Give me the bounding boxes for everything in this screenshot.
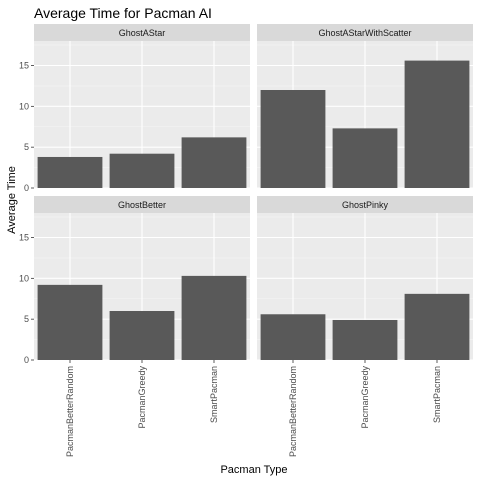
facet-strip-label: GhostAStarWithScatter	[318, 28, 411, 38]
facet-strip-label: GhostPinky	[342, 200, 389, 210]
bar	[260, 90, 326, 188]
facet-strip	[257, 24, 473, 41]
x-tick-label: SmartPacman	[209, 366, 219, 423]
y-tick-label: 10	[19, 273, 29, 283]
bar	[181, 275, 247, 360]
facet-strip	[34, 24, 250, 41]
x-tick-label: PacmanBetterRandom	[65, 366, 75, 457]
x-tick-label: PacmanGreedy	[137, 366, 147, 429]
facet-strip-label: GhostBetter	[118, 200, 166, 210]
bar	[109, 153, 175, 188]
facet-strip	[34, 196, 250, 213]
facet-panel: GhostAStar 0 5 10 15	[19, 24, 250, 193]
x-tick-label: SmartPacman	[432, 366, 442, 423]
y-tick-label: 0	[24, 355, 29, 365]
facet-strip	[257, 196, 473, 213]
y-tick-label: 15	[19, 233, 29, 243]
y-axis-label: Average Time	[6, 166, 18, 234]
y-tick-label: 10	[19, 101, 29, 111]
y-tick-label: 5	[24, 142, 29, 152]
bar	[37, 284, 103, 360]
facet-panel: GhostAStarWithScatter	[257, 24, 473, 189]
facet-panel: GhostBetter 0 5 10 15 PacmanBetterRandom Pacma…	[19, 196, 250, 457]
bar	[260, 314, 326, 360]
y-tick-label: 5	[24, 314, 29, 324]
facet-strip-label: GhostAStar	[119, 28, 166, 38]
bar	[37, 156, 103, 188]
bar	[404, 60, 470, 188]
x-tick-label: PacmanBetterRandom	[288, 366, 298, 457]
bar	[404, 293, 470, 360]
facet-panels: GhostAStar 0 5 10 15 GhostAStarWithScatter Gho…	[19, 24, 473, 457]
bar	[332, 319, 398, 360]
chart-title: Average Time for Pacman AI	[34, 5, 212, 21]
x-axis-label: Pacman Type	[220, 464, 287, 476]
bar	[181, 137, 247, 188]
bar	[332, 128, 398, 188]
bar	[109, 311, 175, 360]
facet-panel: GhostPinky PacmanBetterRandom PacmanGreedy…	[257, 196, 473, 457]
y-tick-label: 0	[24, 183, 29, 193]
x-tick-label: PacmanGreedy	[360, 366, 370, 429]
y-tick-label: 15	[19, 61, 29, 71]
